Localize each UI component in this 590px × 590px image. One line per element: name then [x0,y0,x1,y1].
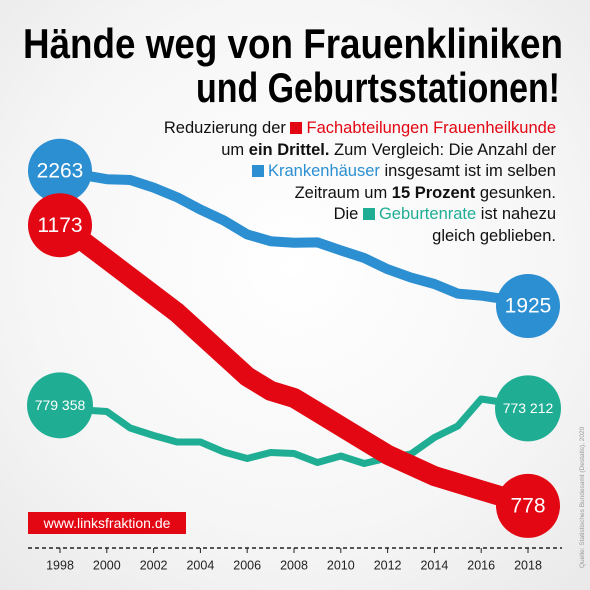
series-line [50,215,538,516]
data-label: 2263 [37,159,84,182]
annotation: gleich geblieben. [432,226,556,245]
x-tick-label: 2018 [514,558,542,572]
data-label: 773 212 [503,400,554,416]
title-line: Hände weg von Frauenkliniken [23,20,563,67]
x-tick-label: 2002 [140,558,168,572]
x-tick-label: 2004 [186,558,214,572]
annotation: Reduzierung der [163,119,286,137]
x-tick-label: 2010 [327,558,355,572]
legend-swatch [251,165,264,177]
annotation: Zeitraum um [294,183,388,202]
legend-entry: Krankenhäuser [267,162,380,180]
annotation: Die [333,205,359,223]
annotation: 15 Prozent [391,183,476,202]
series-line [55,165,533,311]
end-marker [495,375,561,442]
description: Reduzierung der Fachabteilungen Frauenhe… [126,118,556,247]
end-marker [496,473,560,538]
legend-swatch [290,122,303,134]
end-marker [27,372,93,439]
x-tick-label: 2016 [467,558,495,572]
data-label: 779 358 [35,397,86,413]
annotation: Zum Vergleich: Die Anzahl der [334,140,556,159]
legend-swatch [362,208,375,220]
data-label: 1925 [505,295,552,318]
source: Quelle: Statistisches Bundesamt (Destati… [579,426,586,568]
end-marker [28,193,92,258]
data-label: 1173 [37,214,82,237]
x-tick-label: 2000 [93,558,121,572]
x-tick-label: 2014 [420,558,448,572]
legend-entry: Fachabteilungen Frauenheilkunde [306,119,556,137]
series-line [56,395,532,467]
x-tick-label: 2006 [233,558,261,572]
data-label: 778 [510,494,545,517]
annotation: ist nahezu [480,205,556,223]
website-link[interactable]: www.linksfraktion.de [28,512,186,534]
annotation: ein Drittel. [248,140,330,159]
legend-entry: Geburtenrate [378,205,477,223]
annotation: insgesamt ist im selben [384,162,557,180]
end-marker [496,274,560,338]
x-tick-label: 2008 [280,558,308,572]
x-tick-label: 1998 [46,558,74,572]
title-line: und Geburtsstationen! [196,64,560,111]
annotation: um [221,140,245,159]
annotation: gesunken. [479,183,556,202]
end-marker [28,138,92,203]
x-tick-label: 2012 [374,558,402,572]
